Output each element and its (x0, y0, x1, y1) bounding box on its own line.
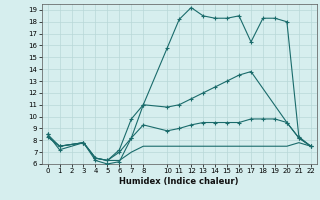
X-axis label: Humidex (Indice chaleur): Humidex (Indice chaleur) (119, 177, 239, 186)
